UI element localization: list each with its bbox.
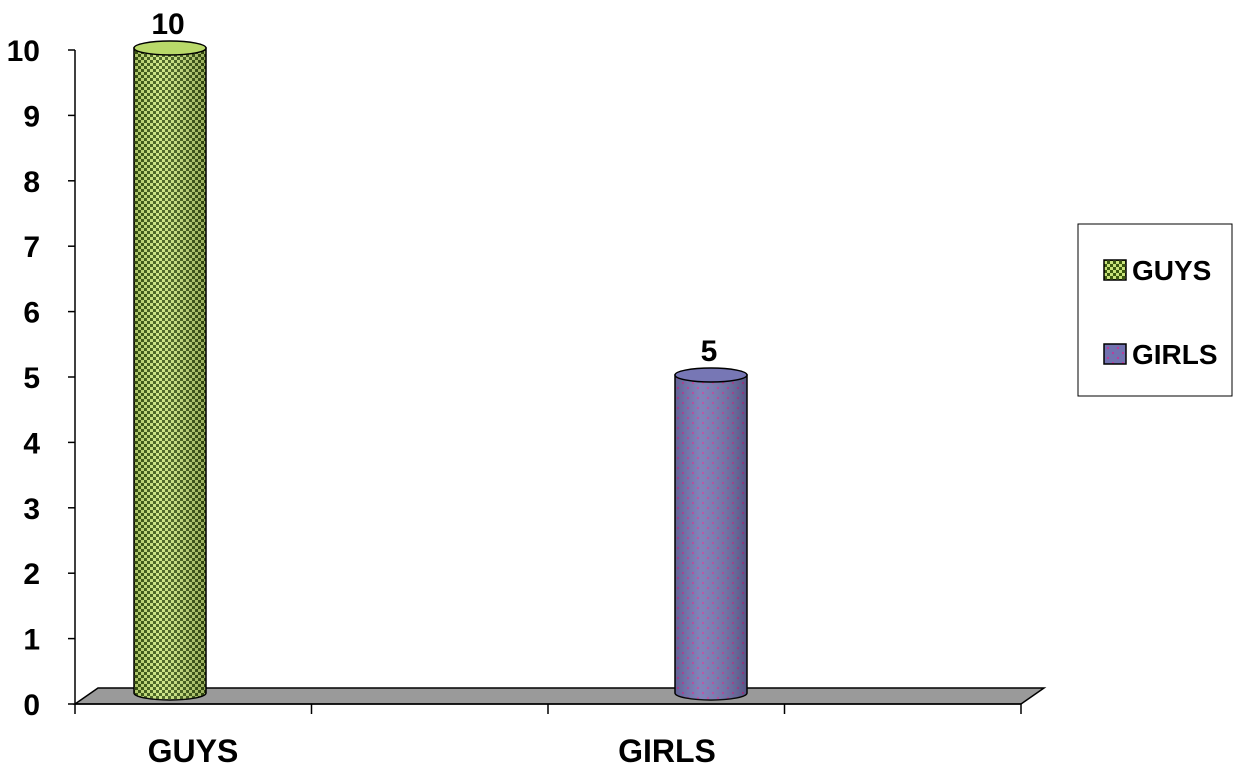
- chart-floor: [72, 687, 1047, 705]
- legend-label-girls: GIRLS: [1132, 339, 1218, 370]
- y-tick-label: 0: [23, 689, 40, 722]
- legend-label-guys: GUYS: [1132, 255, 1211, 286]
- bar-top-cap: [674, 367, 748, 383]
- y-tick-label: 6: [23, 297, 40, 330]
- legend-box: [1077, 223, 1233, 397]
- y-tick-label: 3: [23, 493, 40, 526]
- bar-shading: [675, 375, 747, 700]
- y-tick-label: 4: [23, 427, 40, 460]
- data-label-girls: 5: [701, 335, 718, 368]
- y-tick-label: 2: [23, 558, 40, 591]
- y-tick-label: 1: [23, 624, 40, 657]
- category-labels: GUYS GIRLS: [148, 733, 716, 769]
- legend: GUYS GIRLS: [1077, 223, 1233, 397]
- bar-shading: [134, 48, 206, 700]
- y-tick-label: 8: [23, 166, 40, 199]
- x-axis-ticks: [74, 704, 1022, 714]
- y-tick-label: 9: [23, 100, 40, 133]
- data-label-guys: 10: [151, 8, 184, 41]
- y-axis-ticks: 0 1 2 3 4 5 6 7 8 9 10: [7, 35, 75, 722]
- y-tick-label: 7: [23, 231, 40, 264]
- y-tick-label: 10: [7, 35, 40, 68]
- bars: [133, 40, 748, 701]
- legend-swatch-girls: [1103, 343, 1127, 365]
- x-category-label-girls: GIRLS: [618, 733, 716, 769]
- y-tick-label: 5: [23, 362, 40, 395]
- data-labels: 10 5: [151, 8, 717, 368]
- legend-swatch-guys: [1103, 259, 1127, 281]
- x-category-label-guys: GUYS: [148, 733, 239, 769]
- bar-top-cap: [133, 40, 207, 56]
